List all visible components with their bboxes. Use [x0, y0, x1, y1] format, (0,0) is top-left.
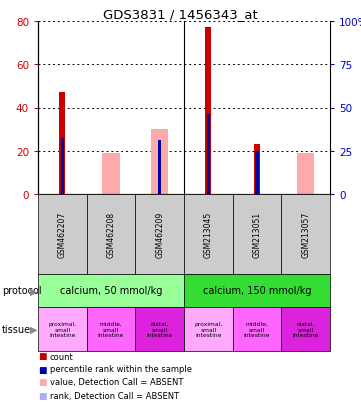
Text: protocol: protocol: [2, 286, 42, 296]
Text: ■: ■: [38, 391, 47, 399]
Text: calcium, 150 mmol/kg: calcium, 150 mmol/kg: [203, 286, 311, 296]
Bar: [206, 115, 210, 195]
Bar: [297, 154, 314, 195]
Text: percentile rank within the sample: percentile rank within the sample: [50, 365, 192, 374]
Text: proximal,
small
intestine: proximal, small intestine: [48, 321, 77, 337]
Text: GSM462208: GSM462208: [106, 211, 116, 257]
Text: count: count: [50, 351, 74, 361]
Text: GDS3831 / 1456343_at: GDS3831 / 1456343_at: [103, 8, 258, 21]
Text: ■: ■: [38, 377, 47, 387]
Text: ▶: ▶: [30, 286, 38, 296]
Bar: [158, 140, 161, 195]
Bar: [151, 130, 168, 195]
Text: rank, Detection Call = ABSENT: rank, Detection Call = ABSENT: [50, 391, 179, 399]
Bar: [59, 93, 65, 195]
Bar: [205, 28, 212, 195]
Text: GSM213045: GSM213045: [204, 211, 213, 257]
Text: value, Detection Call = ABSENT: value, Detection Call = ABSENT: [50, 377, 183, 387]
Text: GSM462209: GSM462209: [155, 211, 164, 257]
Bar: [103, 154, 119, 195]
Text: middle,
small
intestine: middle, small intestine: [244, 321, 270, 337]
Text: ■: ■: [38, 351, 47, 361]
Text: GSM462207: GSM462207: [58, 211, 67, 257]
Bar: [61, 138, 64, 195]
Text: tissue: tissue: [2, 324, 31, 334]
Text: middle,
small
intestine: middle, small intestine: [98, 321, 124, 337]
Text: calcium, 50 mmol/kg: calcium, 50 mmol/kg: [60, 286, 162, 296]
Text: GSM213057: GSM213057: [301, 211, 310, 257]
Bar: [255, 152, 259, 195]
Text: distal,
small
intestine: distal, small intestine: [147, 321, 173, 337]
Text: GSM213051: GSM213051: [252, 211, 261, 257]
Bar: [254, 145, 260, 195]
Text: distal,
small
intestine: distal, small intestine: [292, 321, 319, 337]
Text: proximal,
small
intestine: proximal, small intestine: [194, 321, 222, 337]
Text: ■: ■: [38, 365, 47, 374]
Text: ▶: ▶: [30, 324, 38, 334]
